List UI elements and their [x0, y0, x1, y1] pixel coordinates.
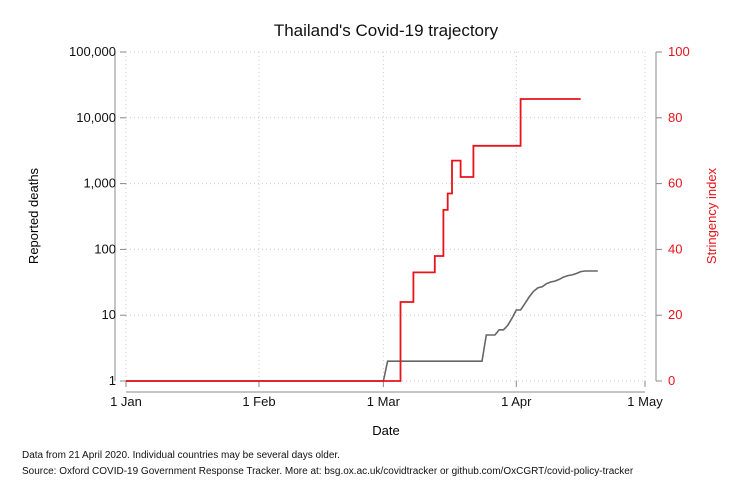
x-tick-label: 1 Mar — [367, 394, 401, 409]
x-tick-label: 1 Apr — [501, 394, 532, 409]
y-left-tick-label: 100,000 — [69, 44, 116, 59]
stringency-index-line — [126, 98, 581, 382]
y-right-tick-label: 20 — [668, 307, 682, 322]
series-lines — [126, 98, 598, 382]
y-right-tick-label: 0 — [668, 373, 675, 388]
y-right-axis-title: Stringency index — [704, 167, 719, 264]
y-left-tick-label: 10,000 — [76, 110, 116, 125]
y-left-tick-label: 10 — [102, 307, 116, 322]
y-right-tick-label: 60 — [668, 176, 682, 191]
y-left-axis-title: Reported deaths — [26, 167, 41, 264]
chart-title: Thailand's Covid-19 trajectory — [274, 21, 499, 40]
note-source: Source: Oxford COVID-19 Government Respo… — [22, 466, 634, 477]
x-tick-label: 1 Feb — [242, 394, 275, 409]
y-left-tick-label: 1 — [109, 373, 116, 388]
x-tick-label: 1 Jan — [110, 394, 142, 409]
axes — [114, 51, 662, 393]
y-right-tick-label: 100 — [668, 44, 690, 59]
y-right-tick-label: 40 — [668, 241, 682, 256]
note-data-date: Data from 21 April 2020. Individual coun… — [22, 450, 340, 461]
x-tick-label: 1 May — [627, 394, 663, 409]
y-left-tick-label: 100 — [94, 241, 116, 256]
y-left-tick-label: 1,000 — [83, 176, 116, 191]
gridlines — [125, 51, 646, 382]
reported-deaths-line — [126, 270, 598, 382]
tick-labels: 1 Jan 1 Feb 1 Mar 1 Apr 1 May 1 10 100 1,000 10,0… — [69, 44, 690, 409]
y-right-tick-label: 80 — [668, 110, 682, 125]
x-axis-title: Date — [372, 423, 399, 438]
